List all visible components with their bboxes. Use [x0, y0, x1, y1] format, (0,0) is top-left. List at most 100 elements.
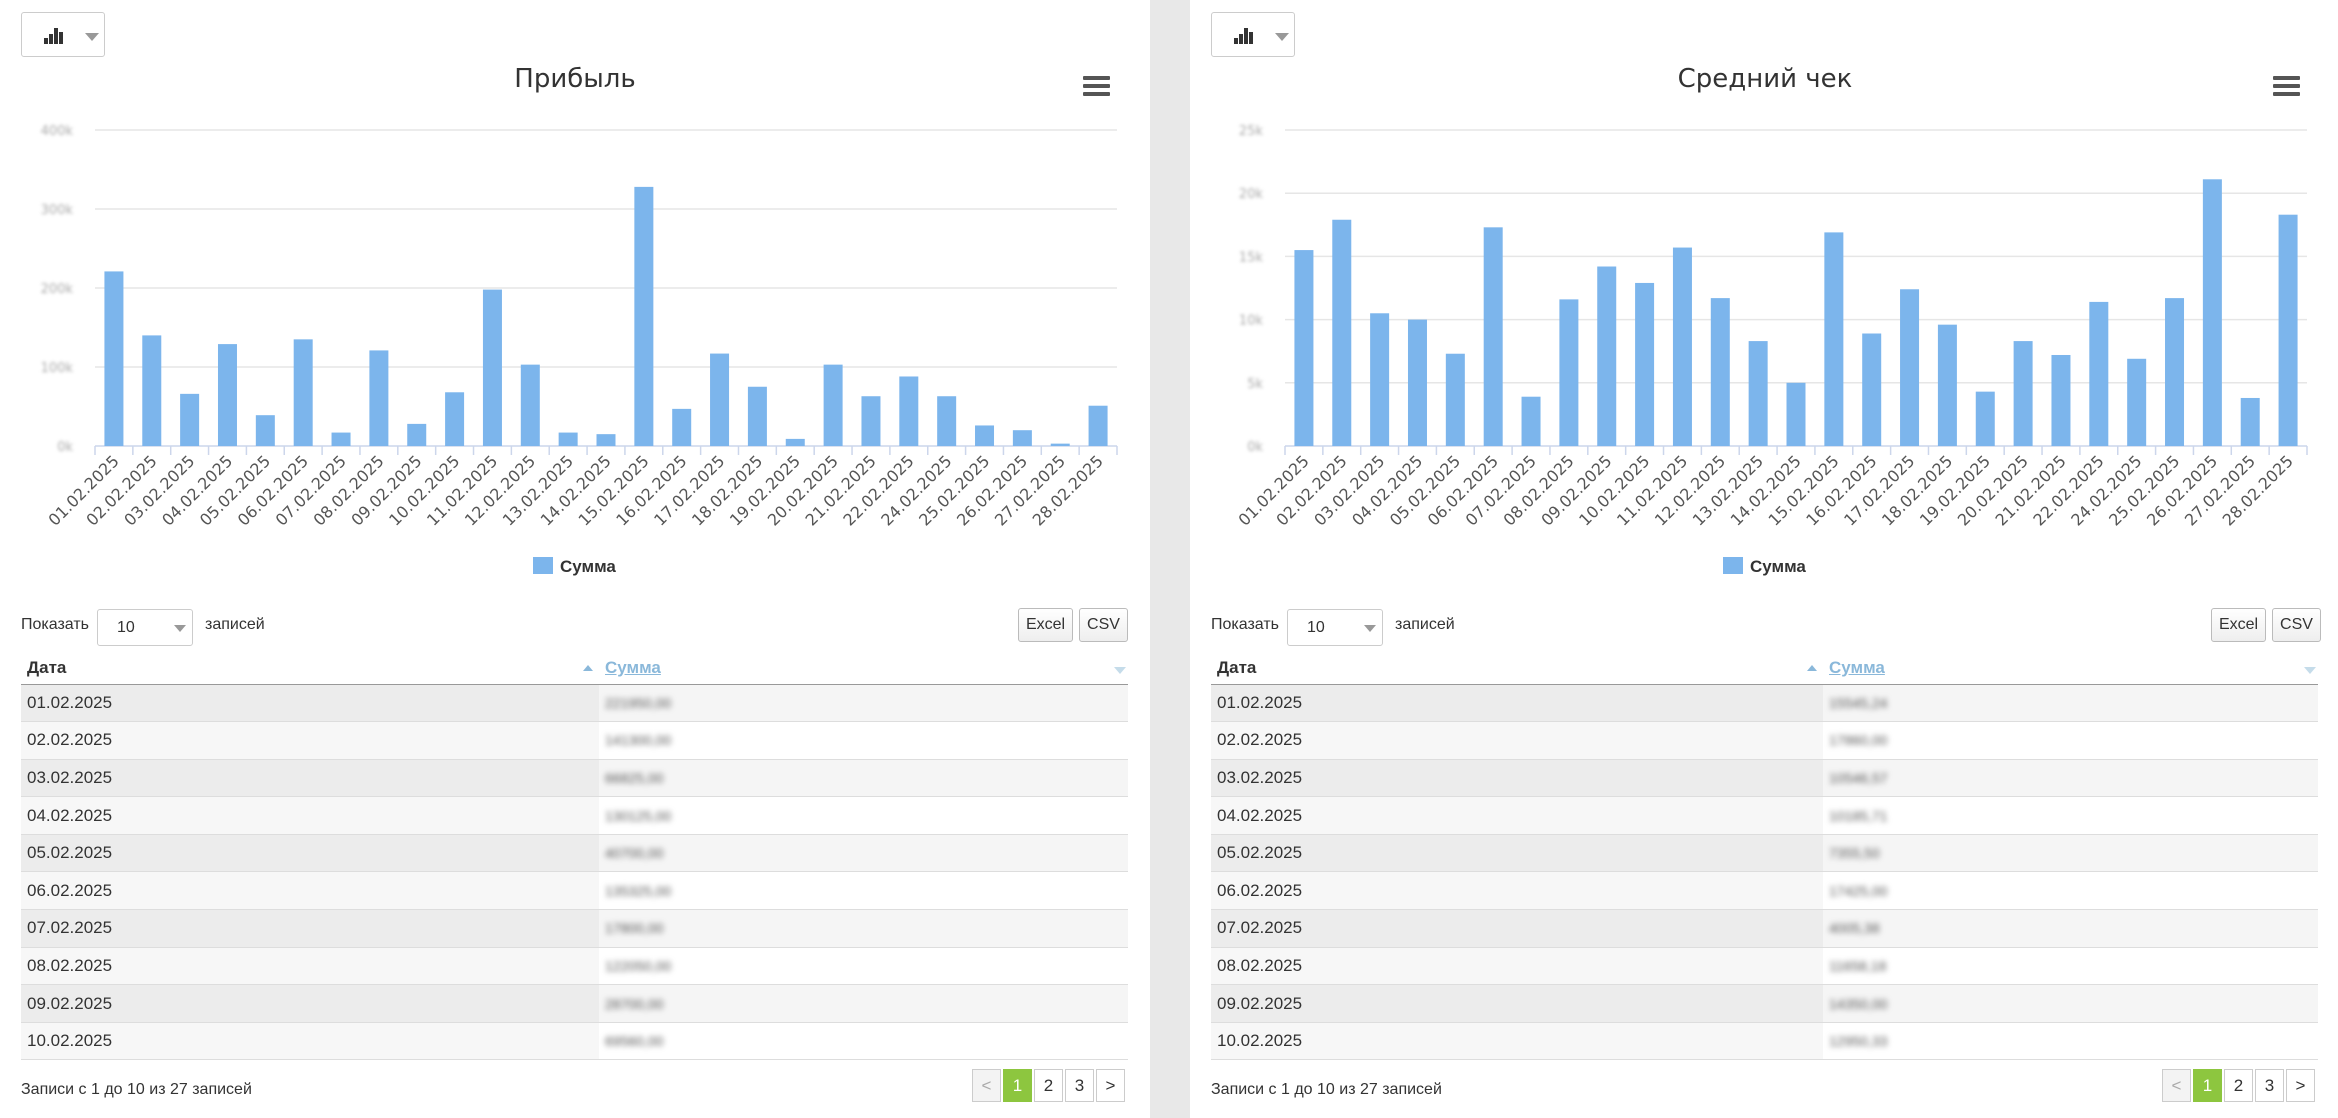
date-cell: 02.02.2025: [21, 721, 599, 760]
records-label: записей: [1395, 616, 1455, 633]
column-header-date[interactable]: Дата: [21, 652, 599, 685]
bar: [369, 350, 389, 446]
sum-value: 135325,00: [605, 882, 672, 899]
sum-value: 15545,24: [1829, 694, 1888, 711]
sum-value: 7355,50: [1829, 845, 1880, 862]
sum-value: 17425,00: [1829, 882, 1888, 899]
pagination-page-2[interactable]: 2: [1034, 1069, 1063, 1102]
pagination-page-1[interactable]: 1: [1003, 1069, 1032, 1102]
page-length-value: 10: [117, 619, 135, 636]
bar: [1445, 353, 1465, 446]
pagination-prev[interactable]: <: [972, 1069, 1001, 1102]
y-tick-label: 25k: [1239, 124, 1264, 139]
table-info: Записи с 1 до 10 из 27 записей: [21, 1081, 252, 1098]
bar: [1407, 319, 1427, 446]
bar: [331, 432, 351, 446]
pagination-page-1[interactable]: 1: [2193, 1069, 2222, 1102]
sum-header-label: Сумма: [605, 657, 661, 677]
show-label: Показать: [21, 616, 90, 633]
bar: [104, 271, 124, 446]
hamburger-menu-icon[interactable]: [1083, 76, 1110, 98]
table-row: 09.02.2025 28700,00: [21, 984, 1128, 1023]
bar: [1748, 341, 1768, 446]
profit-bar-chart: 0k100k200k300k400k01.02.202502.02.202503…: [41, 124, 1118, 576]
sum-cell: 17425,00: [1823, 871, 2318, 911]
pagination-page-3[interactable]: 3: [1065, 1069, 1094, 1102]
page-length-select[interactable]: 10: [97, 609, 193, 646]
bar: [1012, 430, 1032, 446]
page-length-value: 10: [1307, 619, 1325, 636]
pagination-next[interactable]: >: [1096, 1069, 1125, 1102]
bar: [558, 432, 578, 446]
hamburger-menu-icon[interactable]: [2273, 76, 2300, 98]
page-length-select[interactable]: 10: [1287, 609, 1383, 646]
chart-title: Средний чек: [1677, 64, 1853, 94]
sum-value: 10185,71: [1829, 807, 1888, 824]
csv-button[interactable]: CSV: [1079, 608, 1128, 642]
y-tick-label: 300k: [41, 203, 74, 218]
bar: [293, 339, 313, 446]
bar: [1559, 299, 1579, 446]
table-row: 07.02.2025 4005,38: [1211, 909, 2318, 948]
excel-button[interactable]: Excel: [1018, 608, 1073, 642]
sum-value: 69560,00: [605, 1033, 664, 1050]
sum-cell: 40700,00: [599, 834, 1128, 873]
table-row: 03.02.2025 66825,00: [21, 759, 1128, 798]
y-tick-label: 10k: [1239, 314, 1264, 329]
sort-asc-icon: [583, 665, 593, 671]
csv-button[interactable]: CSV: [2272, 608, 2321, 642]
date-cell: 08.02.2025: [21, 947, 599, 986]
bar: [1710, 298, 1730, 446]
table-controls: Показать 10 записей Excel CSV: [21, 606, 1131, 646]
table-row: 09.02.2025 14350,00: [1211, 984, 2318, 1023]
y-tick-label: 5k: [1247, 377, 1263, 392]
profit-table: Дата Сумма 01.02.2025 221950,00 02.02.202…: [21, 652, 1128, 1061]
y-tick-label: 100k: [41, 361, 74, 376]
table-row: 10.02.2025 69560,00: [21, 1022, 1128, 1061]
bar: [142, 335, 162, 446]
date-cell: 09.02.2025: [1211, 984, 1823, 1023]
column-header-date[interactable]: Дата: [1211, 652, 1823, 685]
pagination-prev[interactable]: <: [2162, 1069, 2191, 1102]
date-cell: 07.02.2025: [21, 909, 599, 948]
sum-value: 17800,00: [605, 920, 664, 937]
date-cell: 05.02.2025: [21, 834, 599, 873]
table-row: 01.02.2025 15545,24: [1211, 684, 2318, 723]
bar: [1483, 227, 1503, 446]
sum-cell: 14350,00: [1823, 984, 2318, 1023]
sum-cell: 10546,57: [1823, 759, 2318, 798]
bar: [445, 392, 465, 446]
bar: [1088, 405, 1108, 446]
chart-type-dropdown[interactable]: [1211, 12, 1295, 57]
sum-value: 11658,18: [1829, 957, 1887, 974]
show-label: Показать: [1211, 616, 1280, 633]
sum-value: 221950,00: [605, 694, 672, 711]
table-row: 08.02.2025 11658,18: [1211, 947, 2318, 986]
pagination-next[interactable]: >: [2286, 1069, 2315, 1102]
bar: [482, 289, 502, 446]
bar: [2278, 214, 2298, 446]
bar: [1332, 219, 1352, 446]
pagination-page-2[interactable]: 2: [2224, 1069, 2253, 1102]
date-cell: 02.02.2025: [1211, 721, 1823, 760]
pagination-page-3[interactable]: 3: [2255, 1069, 2284, 1102]
date-cell: 03.02.2025: [1211, 759, 1823, 798]
column-header-sum[interactable]: Сумма: [1823, 652, 2318, 685]
legend-swatch: [1723, 557, 1743, 574]
table-row: 06.02.2025 17425,00: [1211, 871, 2318, 911]
y-tick-label: 200k: [41, 282, 74, 297]
bar: [1521, 396, 1541, 446]
excel-button[interactable]: Excel: [2211, 608, 2266, 642]
bar-chart-icon: [44, 28, 64, 44]
bar: [710, 353, 730, 446]
table-row: 04.02.2025 130125,00: [21, 796, 1128, 835]
column-header-sum[interactable]: Сумма: [599, 652, 1128, 685]
table-row: 04.02.2025 10185,71: [1211, 796, 2318, 835]
bar-chart-icon: [1234, 28, 1254, 44]
bar: [2165, 298, 2185, 446]
bar: [1824, 232, 1844, 446]
chevron-down-icon: [174, 625, 186, 632]
sum-value: 28700,00: [605, 995, 664, 1012]
sort-asc-icon: [1807, 665, 1817, 671]
chart-type-dropdown[interactable]: [21, 12, 105, 57]
